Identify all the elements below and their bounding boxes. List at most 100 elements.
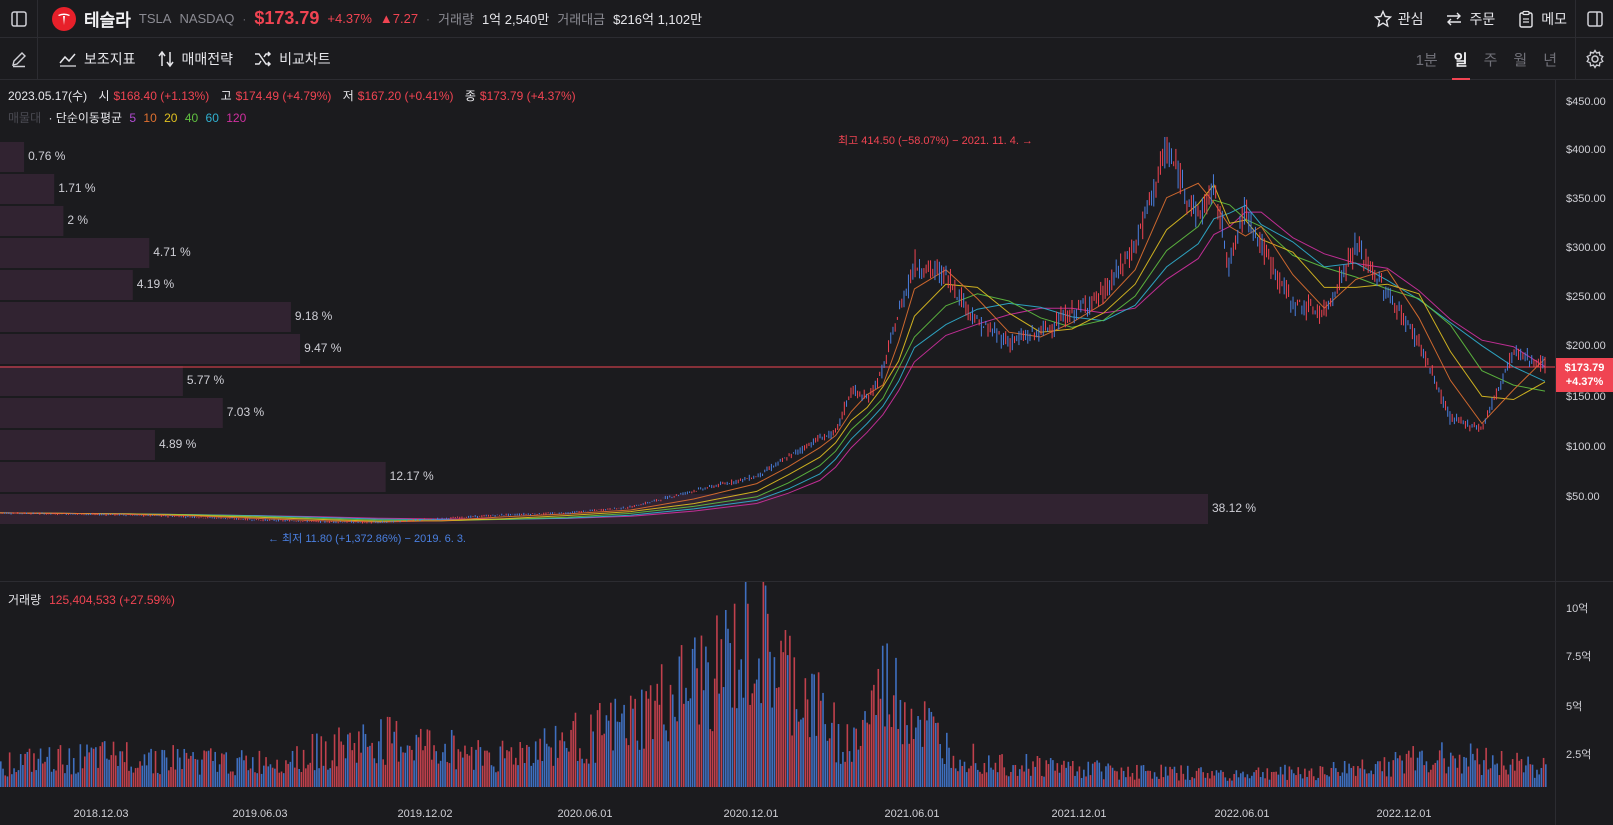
watch-button[interactable]: 관심 (1373, 9, 1424, 29)
volume-bar (369, 745, 371, 787)
volume-bar (811, 673, 813, 787)
volume-bar (899, 699, 902, 787)
volume-bar (125, 742, 128, 787)
watch-label: 관심 (1397, 11, 1424, 27)
right-panel-toggle-button[interactable] (1575, 0, 1613, 38)
volume-bar (1374, 764, 1377, 787)
volume-bar (700, 635, 703, 787)
draw-button[interactable] (0, 37, 38, 80)
vol-tick-label: 10억 (1566, 603, 1589, 615)
tab-1min[interactable]: 1분 (1415, 51, 1438, 69)
volume-bar (1279, 766, 1282, 787)
close-label: 종 (464, 89, 476, 103)
tab-month[interactable]: 월 (1513, 51, 1528, 69)
volume-bar (862, 719, 864, 787)
volume-bar (1463, 756, 1465, 787)
volume-bar (1180, 765, 1182, 787)
volume-bar (782, 652, 785, 787)
volume-bar (225, 752, 228, 787)
volume-bar (645, 691, 648, 787)
volume-bar (707, 662, 709, 787)
shuffle-icon (255, 50, 272, 67)
volume-bar (187, 758, 190, 787)
volume-bar (358, 731, 360, 787)
ma-legend[interactable]: 매물대 · 단순이동평균 5 10 20 40 60 120 (8, 109, 250, 126)
compare-button[interactable]: 비교차트 (253, 49, 331, 69)
volume-bar (212, 760, 214, 787)
volume-bar (1085, 776, 1087, 787)
volume-bar (245, 755, 247, 787)
indicators-button[interactable]: 보조지표 (58, 49, 136, 69)
volume-bar (145, 765, 148, 787)
volume-bar (251, 757, 254, 787)
volume-bar (349, 732, 351, 787)
volume-bar (282, 773, 285, 787)
volume-bar (411, 749, 413, 787)
volume-bar (1496, 763, 1498, 787)
volume-bar (590, 714, 592, 787)
volume-bar (1111, 767, 1114, 787)
volume-bar (1091, 763, 1094, 787)
volume-bar (517, 765, 519, 787)
volume-bar (1233, 773, 1235, 787)
volume-bar (1268, 779, 1271, 787)
price-chart[interactable] (0, 80, 1613, 581)
ma-60: 60 (205, 111, 219, 125)
volume-bar (1399, 755, 1401, 787)
stock-name[interactable]: 테슬라 (84, 11, 131, 30)
volume-bar (402, 752, 404, 787)
volume-bar (324, 741, 327, 787)
volume-bar (1540, 767, 1543, 787)
volume-bar (632, 708, 634, 787)
volume-bar (134, 768, 137, 787)
volume-bar (744, 582, 747, 787)
strategy-button[interactable]: 매매전략 (156, 49, 233, 69)
volume-bar (444, 743, 446, 787)
volume-bar (649, 685, 652, 787)
volume-bar (570, 729, 572, 787)
volume-bar (930, 711, 933, 787)
volume-bar (974, 763, 977, 787)
volume-bar (1372, 774, 1375, 787)
volume-bar (1052, 760, 1054, 787)
volume-bar (179, 757, 181, 787)
order-button[interactable]: 주문 (1445, 9, 1495, 29)
gear-icon (1585, 49, 1604, 69)
volume-bar (15, 772, 18, 787)
volume-bar (406, 745, 409, 787)
memo-button[interactable]: 메모 (1517, 9, 1567, 29)
volume-bar (1131, 772, 1134, 787)
volume-bar (1007, 776, 1010, 787)
volume-profile-bar (0, 366, 183, 396)
volume-bar (1522, 772, 1525, 787)
volume-bar (428, 730, 431, 787)
x-tick-label: 2019.12.02 (397, 808, 453, 820)
volume-bar (320, 736, 323, 787)
volume-bar (159, 774, 161, 787)
sidebar-toggle-button[interactable] (0, 0, 38, 38)
volume-bar (327, 769, 329, 787)
volume-bar (360, 752, 362, 787)
volume-bar (1295, 775, 1297, 787)
volume-bar (755, 679, 758, 787)
volume-bar (366, 746, 369, 787)
settings-button[interactable] (1575, 38, 1613, 80)
volume-chart[interactable] (0, 582, 1613, 825)
volume-bar (103, 741, 106, 787)
volume-bar (61, 764, 64, 787)
tab-week[interactable]: 주 (1483, 51, 1498, 69)
tab-year[interactable]: 년 (1543, 51, 1557, 69)
volume-bar (437, 763, 440, 787)
volume-bar (90, 747, 93, 787)
volume-bar (833, 702, 835, 787)
volume-bar (848, 751, 851, 787)
volume-bar (1343, 760, 1346, 787)
volume-bar (979, 771, 981, 787)
volume-bar (340, 741, 342, 787)
volume-bar (1195, 770, 1198, 787)
tab-day[interactable]: 일 (1451, 38, 1470, 80)
volume-bar (1021, 765, 1023, 787)
volume-bar (795, 709, 798, 787)
top-actions: 관심 주문 메모 (1373, 0, 1567, 38)
volume-bar (271, 767, 274, 787)
